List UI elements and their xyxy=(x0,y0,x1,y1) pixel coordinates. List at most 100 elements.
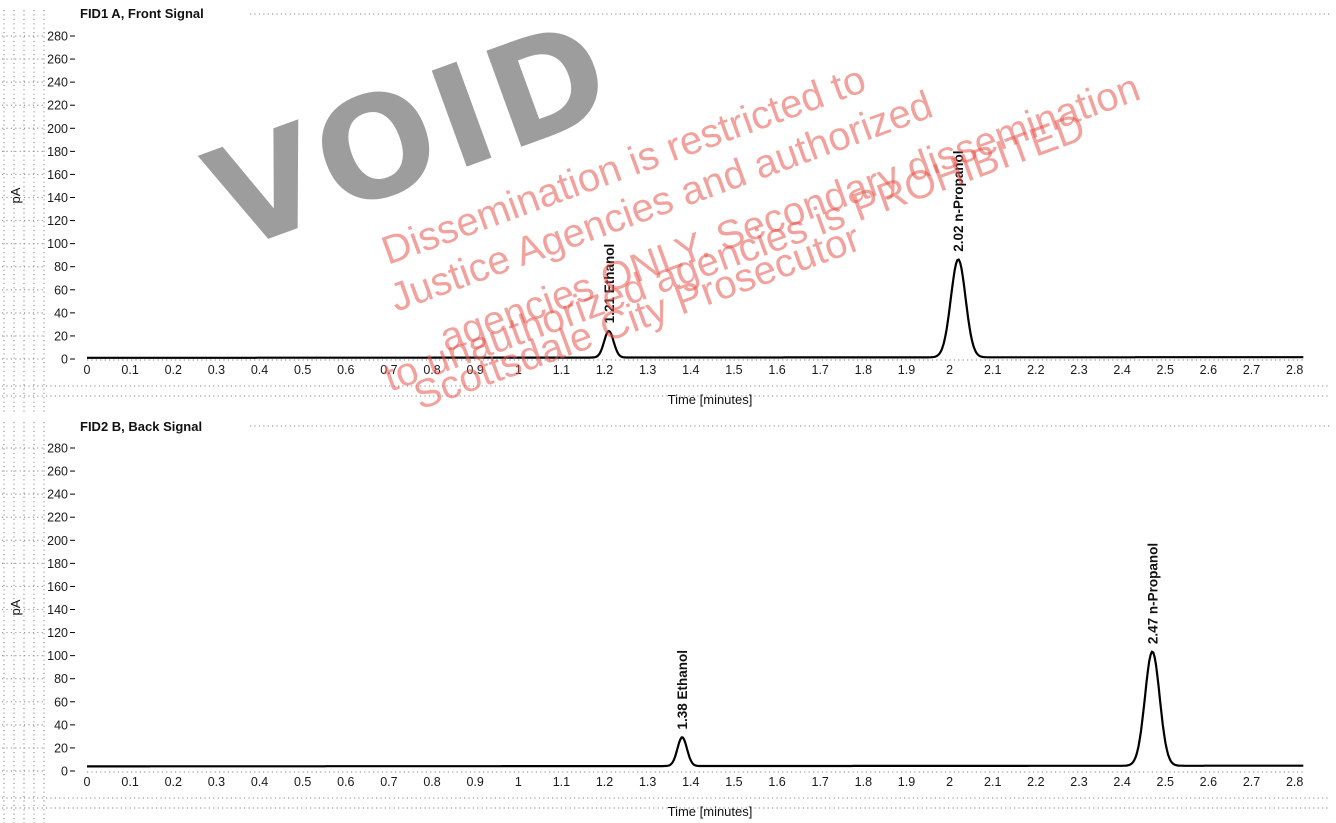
x-tick-label: 0.8 xyxy=(423,775,440,789)
y-tick-label: 100 xyxy=(47,237,68,251)
y-tick-label: 40 xyxy=(54,306,68,320)
y-tick-label: 160 xyxy=(47,580,68,594)
signal-trace xyxy=(87,650,1304,768)
x-tick-label: 0.4 xyxy=(251,363,268,377)
x-tick-label: 2.2 xyxy=(1027,775,1044,789)
front-signal-panel: FID1 A, Front SignalpA020406080100120140… xyxy=(2,6,1330,412)
signal-trace xyxy=(87,258,1304,359)
x-tick-label: 1.3 xyxy=(639,363,656,377)
x-tick-label: 0.6 xyxy=(337,363,354,377)
panel-title: FID1 A, Front Signal xyxy=(80,6,204,21)
x-tick-label: 0.2 xyxy=(165,775,182,789)
x-tick-label: 0.5 xyxy=(294,363,311,377)
y-tick-label: 120 xyxy=(47,626,68,640)
y-tick-label: 180 xyxy=(47,557,68,571)
x-tick-label: 2 xyxy=(946,363,953,377)
x-tick-label: 0.5 xyxy=(294,775,311,789)
x-tick-label: 1.5 xyxy=(725,363,742,377)
y-tick-label: 160 xyxy=(47,168,68,182)
x-tick-label: 0.3 xyxy=(208,363,225,377)
x-tick-label: 2.6 xyxy=(1200,775,1217,789)
peak-label: 1.21 Ethanol xyxy=(602,244,617,324)
y-tick-label: 140 xyxy=(47,191,68,205)
x-tick-label: 1.6 xyxy=(768,363,785,377)
y-tick-label: 280 xyxy=(47,442,68,456)
x-tick-label: 1.7 xyxy=(812,363,829,377)
x-tick-label: 0.7 xyxy=(380,775,397,789)
x-tick-label: 0.6 xyxy=(337,775,354,789)
peak-label: 2.02 n-Propanol xyxy=(951,151,966,252)
peak-label: 2.47 n-Propanol xyxy=(1145,543,1160,644)
x-tick-label: 0 xyxy=(84,775,91,789)
x-axis-label: Time [minutes] xyxy=(668,392,753,407)
x-tick-label: 2.7 xyxy=(1243,363,1260,377)
y-tick-label: 260 xyxy=(47,465,68,479)
y-tick-label: 200 xyxy=(47,122,68,136)
y-tick-label: 20 xyxy=(54,741,68,755)
y-tick-label: 100 xyxy=(47,649,68,663)
x-tick-label: 0.9 xyxy=(466,363,483,377)
x-tick-label: 1.4 xyxy=(682,363,699,377)
x-tick-label: 2.6 xyxy=(1200,363,1217,377)
y-tick-label: 260 xyxy=(47,53,68,67)
x-tick-label: 1.3 xyxy=(639,775,656,789)
x-tick-label: 1.1 xyxy=(553,363,570,377)
y-tick-label: 180 xyxy=(47,145,68,159)
y-tick-label: 40 xyxy=(54,718,68,732)
x-tick-label: 1.4 xyxy=(682,775,699,789)
x-tick-label: 1.9 xyxy=(898,363,915,377)
x-tick-label: 0 xyxy=(84,363,91,377)
y-axis-label: pA xyxy=(8,599,23,615)
x-tick-label: 2.2 xyxy=(1027,363,1044,377)
x-tick-label: 0.8 xyxy=(423,363,440,377)
y-tick-label: 60 xyxy=(54,283,68,297)
x-tick-label: 1.9 xyxy=(898,775,915,789)
y-tick-label: 240 xyxy=(47,76,68,90)
x-tick-label: 0.3 xyxy=(208,775,225,789)
x-tick-label: 2.3 xyxy=(1070,775,1087,789)
x-tick-label: 1.2 xyxy=(596,363,613,377)
x-tick-label: 0.1 xyxy=(121,775,138,789)
x-tick-label: 2.8 xyxy=(1286,775,1303,789)
x-tick-label: 2.5 xyxy=(1157,363,1174,377)
y-tick-label: 60 xyxy=(54,695,68,709)
x-tick-label: 0.7 xyxy=(380,363,397,377)
x-axis-label: Time [minutes] xyxy=(668,804,753,819)
x-tick-label: 2.3 xyxy=(1070,363,1087,377)
back-signal-panel: FID2 B, Back SignalpA0204060801001201401… xyxy=(2,419,1330,823)
y-tick-label: 0 xyxy=(61,353,68,367)
y-tick-label: 80 xyxy=(54,672,68,686)
x-tick-label: 0.1 xyxy=(121,363,138,377)
y-axis-label: pA xyxy=(8,187,23,203)
x-tick-label: 2 xyxy=(946,775,953,789)
y-tick-label: 80 xyxy=(54,260,68,274)
y-tick-label: 280 xyxy=(47,30,68,44)
panel-title: FID2 B, Back Signal xyxy=(80,419,202,434)
y-tick-label: 220 xyxy=(47,99,68,113)
y-tick-label: 0 xyxy=(61,765,68,779)
x-tick-label: 1 xyxy=(515,363,522,377)
x-tick-label: 1.8 xyxy=(855,775,872,789)
y-tick-label: 120 xyxy=(47,214,68,228)
x-tick-label: 0.4 xyxy=(251,775,268,789)
x-tick-label: 2.1 xyxy=(984,363,1001,377)
peak-label: 1.38 Ethanol xyxy=(675,650,690,730)
x-tick-label: 1.8 xyxy=(855,363,872,377)
y-tick-label: 220 xyxy=(47,511,68,525)
x-tick-label: 2.8 xyxy=(1286,363,1303,377)
x-tick-label: 1.1 xyxy=(553,775,570,789)
x-tick-label: 0.9 xyxy=(466,775,483,789)
y-tick-label: 200 xyxy=(47,534,68,548)
dotted-grid xyxy=(2,422,1330,823)
x-tick-label: 2.5 xyxy=(1157,775,1174,789)
x-tick-label: 1.6 xyxy=(768,775,785,789)
y-tick-label: 140 xyxy=(47,603,68,617)
dotted-grid xyxy=(2,10,1330,412)
y-tick-label: 240 xyxy=(47,488,68,502)
x-tick-label: 1.7 xyxy=(812,775,829,789)
y-tick-label: 20 xyxy=(54,329,68,343)
x-tick-label: 2.7 xyxy=(1243,775,1260,789)
x-tick-label: 1.5 xyxy=(725,775,742,789)
